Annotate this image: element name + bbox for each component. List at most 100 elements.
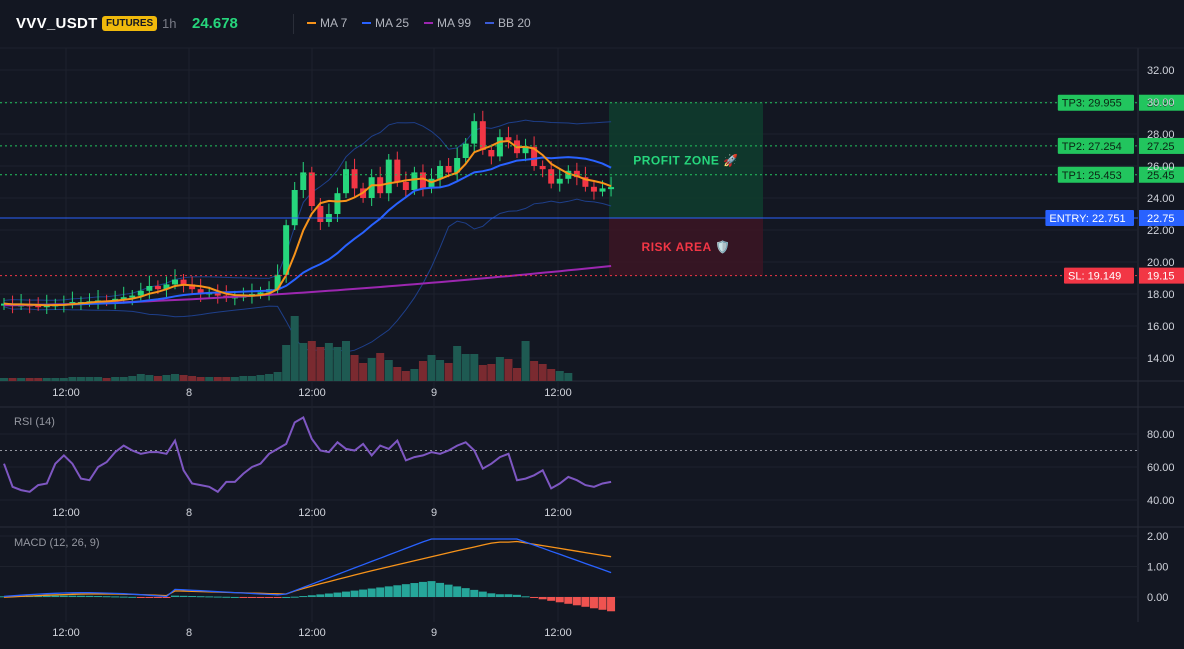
bb-swatch <box>485 22 494 24</box>
volume-bar <box>342 341 350 381</box>
candle-body <box>419 172 426 189</box>
macd-histogram-bar <box>478 591 487 597</box>
macd-histogram-bar <box>179 595 188 597</box>
volume-bar <box>487 364 496 381</box>
volume-bar <box>136 374 145 381</box>
volume-bar <box>102 378 111 381</box>
macd-pane: MACD (12, 26, 9) 2.00 1.00 0.00 <box>0 531 1168 612</box>
volume-bar <box>367 358 376 381</box>
volume-bar <box>76 377 85 381</box>
candle-body <box>582 177 589 187</box>
ma25-swatch <box>362 22 371 24</box>
macd-histogram-bar <box>564 597 573 604</box>
time-label: 12:00 <box>298 507 326 519</box>
candle-body <box>462 143 469 158</box>
volume-bar <box>401 371 410 381</box>
legend-ma7[interactable]: MA 7 <box>307 16 347 30</box>
entry-tag-box <box>1045 209 1134 226</box>
volume-bar <box>273 372 282 381</box>
macd-histogram-bar <box>34 595 43 597</box>
time-label: 9 <box>431 507 437 519</box>
volume-bar <box>25 378 34 381</box>
time-label: 12:00 <box>544 387 572 399</box>
sl-tag-box <box>1064 267 1134 284</box>
volume-bar <box>350 355 359 381</box>
ma7-swatch <box>307 22 316 24</box>
rsi-pane: RSI (14) 80.00 60.00 40.00 <box>0 416 1175 507</box>
time-label: 9 <box>431 387 437 399</box>
price-tick-label: 20.00 <box>1147 257 1175 269</box>
macd-histogram-bar <box>444 584 453 597</box>
volume-bar <box>162 375 171 381</box>
macd-histogram-bar <box>316 594 325 597</box>
price-tick-label: 16.00 <box>1147 321 1175 333</box>
macd-histogram-bar <box>273 597 282 598</box>
candle-body <box>274 274 281 290</box>
macd-histogram-bar <box>367 588 376 597</box>
candle-body <box>146 286 153 291</box>
macd-histogram-bar <box>538 597 547 600</box>
candle-body <box>531 146 538 166</box>
rsi-line <box>3 416 612 494</box>
macd-histogram-bar <box>145 597 154 598</box>
volume-bar <box>461 354 470 381</box>
volume-bar <box>205 377 214 381</box>
volume-bar <box>376 353 385 381</box>
symbol-name[interactable]: VVV_USDT <box>16 15 98 32</box>
price-tick-label: 32.00 <box>1147 65 1175 77</box>
volume-bar <box>418 361 427 381</box>
candle-body <box>573 170 580 178</box>
sl-tag: SL: 19.149 <box>1068 271 1121 283</box>
macd-line <box>3 538 612 598</box>
macd-histogram-bar <box>453 586 462 597</box>
macd-histogram-bar <box>333 592 342 597</box>
volume-bar <box>307 341 316 381</box>
macd-histogram-bar <box>171 595 179 597</box>
tp2-axis-label: 27.25 <box>1147 141 1175 153</box>
candle-body <box>43 305 50 308</box>
candle-body <box>539 166 546 170</box>
volume-bar <box>59 378 68 381</box>
tp1-axis-label: 25.45 <box>1147 170 1175 182</box>
volume-bar <box>282 345 291 381</box>
timeframe-label[interactable]: 1h <box>162 16 177 31</box>
legend-bb20[interactable]: BB 20 <box>485 16 531 30</box>
volume-bar <box>504 359 513 381</box>
candle-body <box>154 286 161 290</box>
time-label: 8 <box>186 507 192 519</box>
candle-body <box>197 289 204 294</box>
macd-histogram-bar <box>94 596 103 598</box>
macd-histogram-bar <box>239 597 248 598</box>
candle-body <box>505 137 512 141</box>
legend-ma99[interactable]: MA 99 <box>424 16 471 30</box>
volume-bar <box>145 375 154 381</box>
macd-histogram-bar <box>418 581 427 597</box>
time-label: 9 <box>431 627 437 639</box>
volume-bar <box>247 376 256 381</box>
legend-ma25[interactable]: MA 25 <box>362 16 409 30</box>
macd-histogram-bar <box>256 597 265 598</box>
macd-histogram-bar <box>359 589 368 597</box>
volume-bar <box>538 364 547 381</box>
volume-bar <box>153 376 162 381</box>
candle-body <box>180 279 187 285</box>
ma99-swatch <box>424 22 433 24</box>
macd-histogram-bar <box>102 596 111 598</box>
volume-bar <box>513 368 521 381</box>
macd-histogram-bar <box>68 595 77 597</box>
macd-histogram-bar <box>59 595 68 597</box>
tp2-axis-box <box>1139 137 1184 154</box>
candle-body <box>496 137 503 157</box>
risk-zone <box>609 217 763 276</box>
candle-body <box>35 305 42 308</box>
sl-axis-box <box>1139 267 1184 284</box>
macd-histogram-bar <box>410 583 419 597</box>
macd-histogram-bar <box>230 596 239 598</box>
macd-histogram-bar <box>188 596 197 598</box>
macd-signal-line <box>3 540 612 598</box>
macd-histogram-bar <box>555 597 564 603</box>
volume-bar <box>196 377 205 381</box>
volume-bar <box>495 357 504 381</box>
candle-body <box>343 169 349 194</box>
